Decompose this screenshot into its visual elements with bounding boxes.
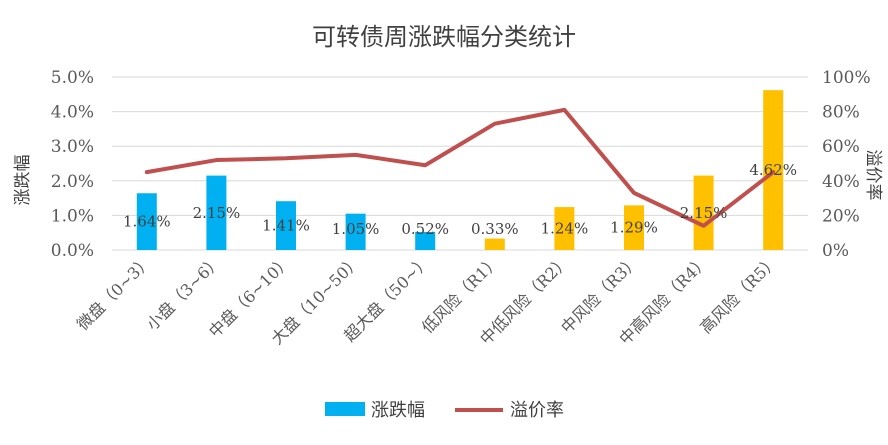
bar	[206, 175, 227, 250]
bar-data-label: 0.52%	[401, 220, 449, 238]
bar-series	[136, 90, 784, 250]
legend-bar-swatch	[325, 402, 365, 416]
y-tick-label-right: 100%	[822, 68, 871, 88]
y-axis-left-ticks: 0.0% 1.0% 2.0% 3.0% 4.0% 5.0%	[51, 68, 94, 261]
y-tick-label-right: 0%	[822, 241, 849, 261]
legend-bar-label: 涨跌幅	[371, 400, 425, 421]
bar	[136, 193, 157, 250]
bar-data-label: 1.24%	[541, 220, 589, 238]
bar	[484, 238, 505, 250]
bar	[624, 205, 644, 250]
y-tick-label-left: 2.0%	[51, 172, 94, 192]
bar-data-label: 1.64%	[123, 213, 171, 231]
y-tick-label-right: 40%	[822, 172, 860, 192]
legend-line-label: 溢价率	[510, 400, 564, 421]
bar-data-label: 2.15%	[193, 204, 241, 222]
premium-line	[144, 107, 776, 228]
bar	[763, 90, 784, 250]
x-axis-categories: 微盘（0~3）小盘（3~6）中盘（6~10）大盘（10~50）超大盘（50~）低…	[73, 251, 782, 348]
bar-data-label: 1.41%	[262, 217, 310, 235]
y-axis-right-ticks: 0% 20% 40% 60% 80% 100%	[822, 68, 871, 261]
y-axis-right-title: 溢价率	[863, 150, 883, 201]
y-tick-label-left: 1.0%	[51, 206, 94, 226]
bar-data-label: 2.15%	[680, 204, 728, 222]
y-tick-label-left: 0.0%	[51, 241, 94, 261]
gridlines	[112, 76, 808, 251]
bar	[554, 207, 575, 250]
y-tick-label-right: 60%	[822, 137, 860, 157]
bar-data-label: 1.05%	[332, 220, 380, 238]
legend: 涨跌幅 溢价率	[325, 400, 564, 421]
y-axis-left-title: 涨跌幅	[13, 155, 33, 206]
y-tick-label-right: 20%	[822, 206, 860, 226]
bar-data-label: 0.33%	[471, 220, 519, 238]
line-series	[144, 107, 776, 228]
bar-data-label: 1.29%	[610, 219, 658, 237]
y-tick-label-left: 5.0%	[51, 68, 94, 88]
bar-data-label: 4.62%	[749, 161, 797, 179]
bar	[415, 232, 436, 250]
y-tick-label-left: 3.0%	[51, 137, 94, 157]
bar	[276, 201, 296, 250]
chart-title: 可转债周涨跌幅分类统计	[312, 23, 576, 51]
bar	[693, 175, 714, 250]
y-tick-label-right: 80%	[822, 103, 860, 123]
bar	[345, 213, 366, 250]
y-tick-label-left: 4.0%	[51, 103, 94, 123]
data-labels: 1.64% 2.15% 1.41% 1.05% 0.52% 0.33% 1.24% 1.29%…	[123, 161, 797, 238]
